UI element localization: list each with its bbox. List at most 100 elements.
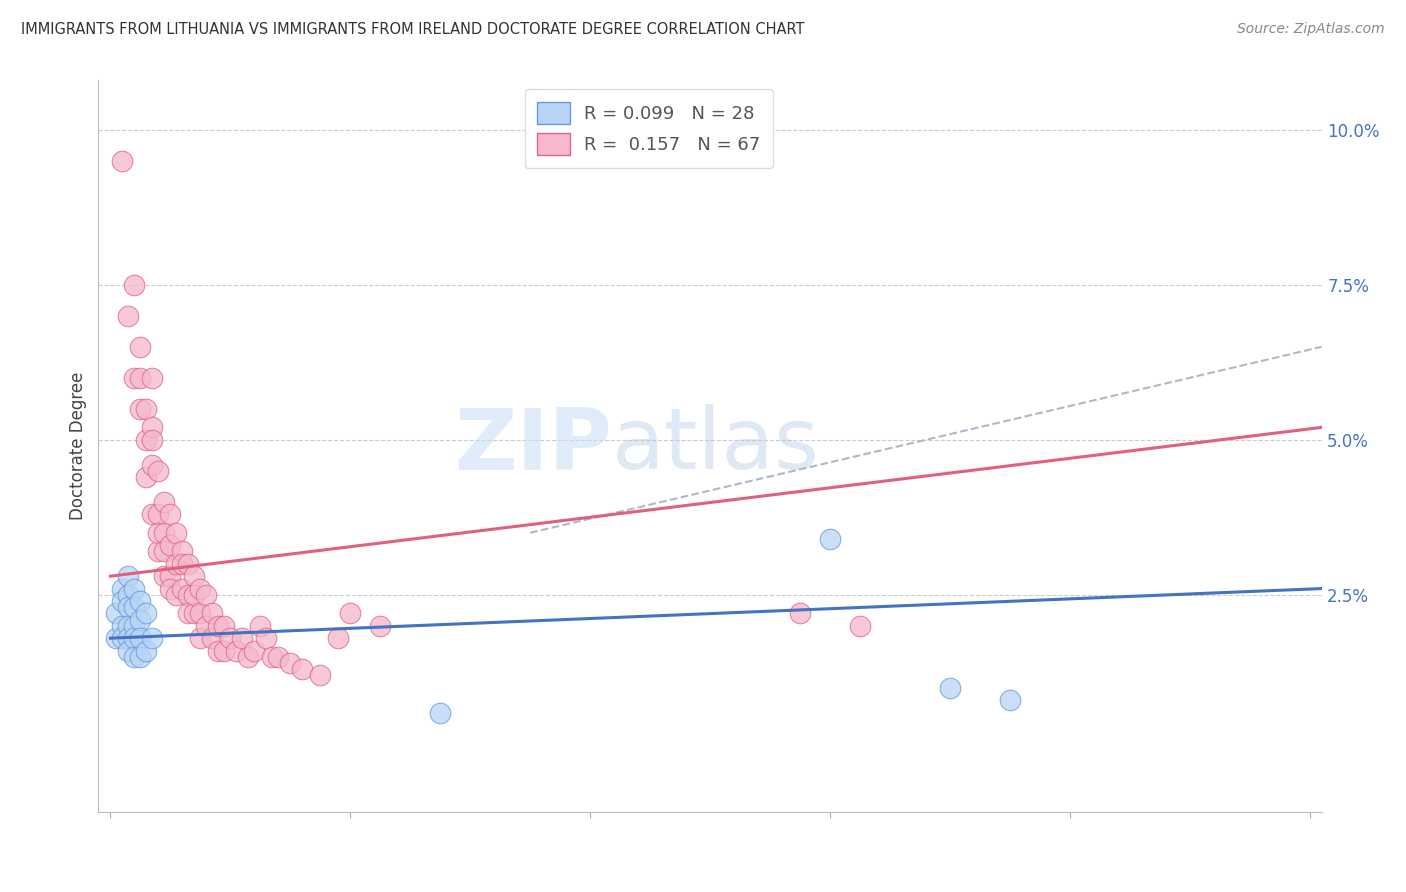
Point	[117, 588, 139, 602]
Point	[117, 619, 139, 633]
Point	[141, 433, 163, 447]
Point	[368, 619, 391, 633]
Point	[148, 507, 170, 521]
Point	[429, 706, 451, 720]
Point	[124, 619, 146, 633]
Point	[148, 464, 170, 478]
Point	[201, 607, 224, 621]
Point	[124, 582, 146, 596]
Point	[159, 582, 181, 596]
Point	[148, 544, 170, 558]
Point	[135, 607, 157, 621]
Point	[124, 631, 146, 645]
Point	[214, 619, 236, 633]
Point	[117, 309, 139, 323]
Point	[328, 631, 350, 645]
Point	[159, 507, 181, 521]
Point	[135, 470, 157, 484]
Point	[165, 588, 187, 602]
Point	[105, 631, 128, 645]
Point	[111, 594, 134, 608]
Point	[129, 371, 152, 385]
Point	[111, 631, 134, 645]
Point	[111, 582, 134, 596]
Point	[153, 495, 176, 509]
Point	[207, 643, 229, 657]
Point	[148, 525, 170, 540]
Point	[129, 594, 152, 608]
Point	[309, 668, 332, 682]
Point	[998, 693, 1021, 707]
Legend: R = 0.099   N = 28, R =  0.157   N = 67: R = 0.099 N = 28, R = 0.157 N = 67	[524, 89, 773, 168]
Point	[129, 631, 152, 645]
Point	[849, 619, 872, 633]
Point	[183, 607, 205, 621]
Point	[188, 631, 211, 645]
Text: ZIP: ZIP	[454, 404, 612, 488]
Point	[172, 582, 194, 596]
Point	[254, 631, 277, 645]
Point	[225, 643, 247, 657]
Point	[188, 582, 211, 596]
Point	[117, 631, 139, 645]
Point	[172, 544, 194, 558]
Point	[105, 607, 128, 621]
Point	[214, 643, 236, 657]
Point	[124, 649, 146, 664]
Point	[135, 433, 157, 447]
Text: Source: ZipAtlas.com: Source: ZipAtlas.com	[1237, 22, 1385, 37]
Point	[789, 607, 811, 621]
Point	[117, 643, 139, 657]
Y-axis label: Doctorate Degree: Doctorate Degree	[69, 372, 87, 520]
Point	[278, 656, 301, 670]
Point	[195, 619, 218, 633]
Point	[177, 557, 200, 571]
Point	[117, 600, 139, 615]
Point	[165, 557, 187, 571]
Point	[188, 607, 211, 621]
Point	[129, 613, 152, 627]
Point	[165, 525, 187, 540]
Point	[141, 371, 163, 385]
Point	[818, 532, 841, 546]
Point	[201, 631, 224, 645]
Point	[129, 649, 152, 664]
Point	[124, 277, 146, 292]
Point	[117, 569, 139, 583]
Point	[291, 662, 314, 676]
Point	[153, 544, 176, 558]
Point	[183, 588, 205, 602]
Text: IMMIGRANTS FROM LITHUANIA VS IMMIGRANTS FROM IRELAND DOCTORATE DEGREE CORRELATIO: IMMIGRANTS FROM LITHUANIA VS IMMIGRANTS …	[21, 22, 804, 37]
Point	[135, 643, 157, 657]
Point	[243, 643, 266, 657]
Point	[207, 619, 229, 633]
Point	[124, 371, 146, 385]
Point	[249, 619, 271, 633]
Point	[219, 631, 242, 645]
Point	[141, 420, 163, 434]
Point	[153, 569, 176, 583]
Point	[153, 525, 176, 540]
Point	[159, 569, 181, 583]
Point	[141, 631, 163, 645]
Point	[141, 507, 163, 521]
Point	[129, 340, 152, 354]
Text: atlas: atlas	[612, 404, 820, 488]
Point	[141, 458, 163, 472]
Point	[231, 631, 253, 645]
Point	[238, 649, 260, 664]
Point	[339, 607, 361, 621]
Point	[183, 569, 205, 583]
Point	[177, 588, 200, 602]
Point	[262, 649, 284, 664]
Point	[939, 681, 962, 695]
Point	[267, 649, 290, 664]
Point	[124, 600, 146, 615]
Point	[177, 607, 200, 621]
Point	[111, 619, 134, 633]
Point	[172, 557, 194, 571]
Point	[159, 538, 181, 552]
Point	[129, 401, 152, 416]
Point	[135, 401, 157, 416]
Point	[195, 588, 218, 602]
